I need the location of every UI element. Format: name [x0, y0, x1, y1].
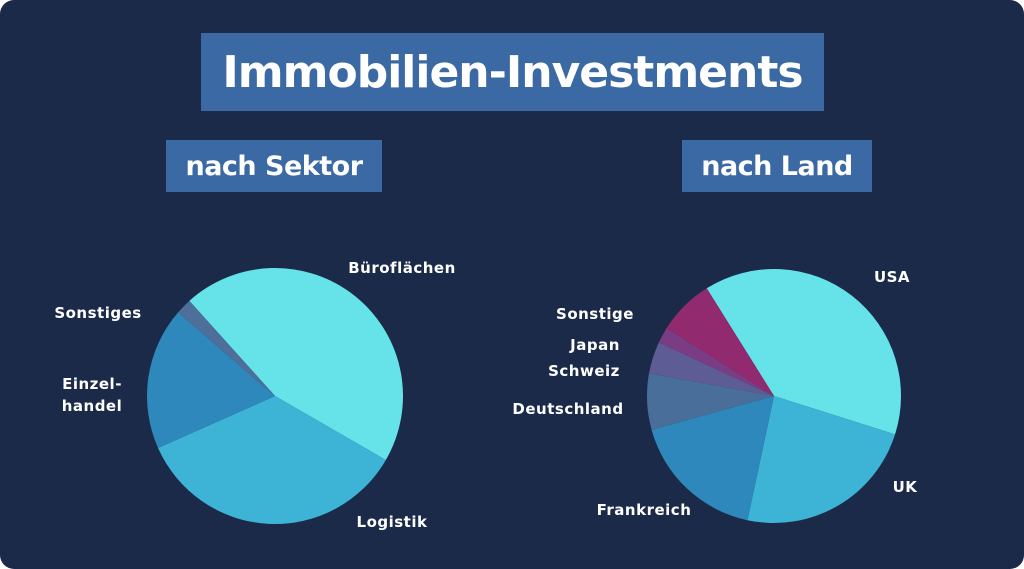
pie-slice-usa — [706, 269, 901, 435]
slice-label-büroflächen: Büroflächen — [348, 259, 456, 277]
country-pie-chart: USA UK Frankreich Deutschland Schweiz Japan So… — [512, 268, 919, 524]
slice-label-uk: UK — [893, 478, 919, 496]
pie-slice-büroflächen — [189, 268, 403, 460]
slice-label-einzelhandel: Einzel-handel — [62, 375, 123, 415]
slice-label-schweiz: Schweiz — [548, 362, 620, 380]
slice-label-frankreich: Frankreich — [597, 501, 692, 519]
pie-slice-schweiz — [649, 342, 774, 396]
main-title: Immobilien-Investments — [201, 33, 824, 111]
slice-label-sonstiges: Sonstiges — [54, 304, 141, 322]
pie-slice-frankreich — [651, 396, 774, 521]
pie-slice-sonstige — [666, 288, 774, 396]
pie-slice-uk — [747, 396, 896, 524]
pie-slice-einzelhandel — [147, 312, 275, 449]
subtitle-by-sector: nach Sektor — [166, 140, 382, 192]
slice-label-logistik: Logistik — [357, 513, 428, 531]
slice-label-deutschland: Deutschland — [512, 400, 623, 418]
pie-slice-sonstiges — [178, 300, 275, 396]
sector-pie-chart: Büroflächen Logistik Einzel-handel Sonstige… — [54, 259, 455, 531]
subtitle-by-country: nach Land — [682, 140, 872, 192]
slice-label-japan: Japan — [569, 336, 620, 354]
pie-slice-deutschland — [646, 373, 774, 430]
slice-label-sonstige: Sonstige — [556, 305, 634, 323]
pie-slice-japan — [658, 328, 774, 396]
slice-label-usa: USA — [874, 268, 910, 286]
pie-slice-logistik — [158, 396, 386, 524]
